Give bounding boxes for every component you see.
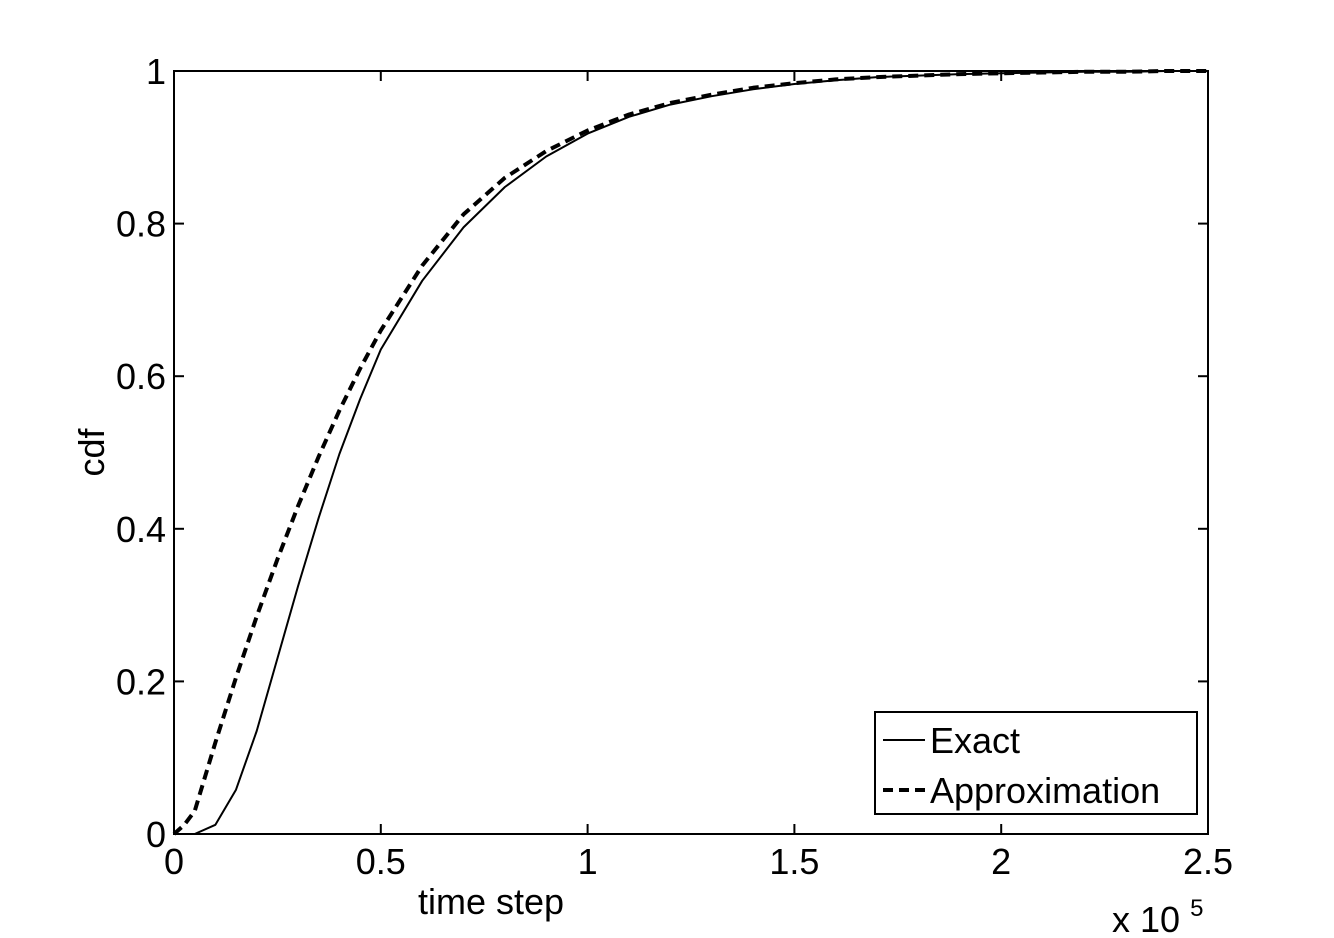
x-tick-label: 0.5 <box>356 841 406 882</box>
y-axis-label: cdf <box>71 427 112 476</box>
x-axis-multiplier-exponent: 5 <box>1190 895 1203 922</box>
series-line-approximation <box>172 69 1208 836</box>
ticks-layer: 0 0.5 1 1.5 2 2.5 0 0.2 0.4 0.6 0.8 1 <box>116 51 1233 882</box>
x-tick-label: 1 <box>578 841 598 882</box>
x-tick-label: 2.5 <box>1183 841 1233 882</box>
legend-box <box>874 711 1198 815</box>
legend-label-exact: Exact <box>930 720 1020 761</box>
legend: Exact Approximation <box>874 711 1198 815</box>
plot-frame <box>173 70 1209 835</box>
y-tick-label: 0.4 <box>116 509 166 550</box>
x-tick-label: 1.5 <box>769 841 819 882</box>
y-tick-label: 0.6 <box>116 356 166 397</box>
y-tick-label: 0.8 <box>116 204 166 245</box>
legend-label-approximation: Approximation <box>930 770 1160 811</box>
x-axis-multiplier-base: x 10 <box>1112 899 1180 938</box>
y-tick-label: 0.2 <box>116 661 166 702</box>
x-axis-multiplier: x 10 5 <box>1112 895 1203 938</box>
x-tick-label: 0 <box>164 841 184 882</box>
y-tick-label: 0 <box>146 814 166 855</box>
x-tick-label: 2 <box>991 841 1011 882</box>
x-axis-label: time step <box>418 881 564 922</box>
y-tick-label: 1 <box>146 51 166 92</box>
